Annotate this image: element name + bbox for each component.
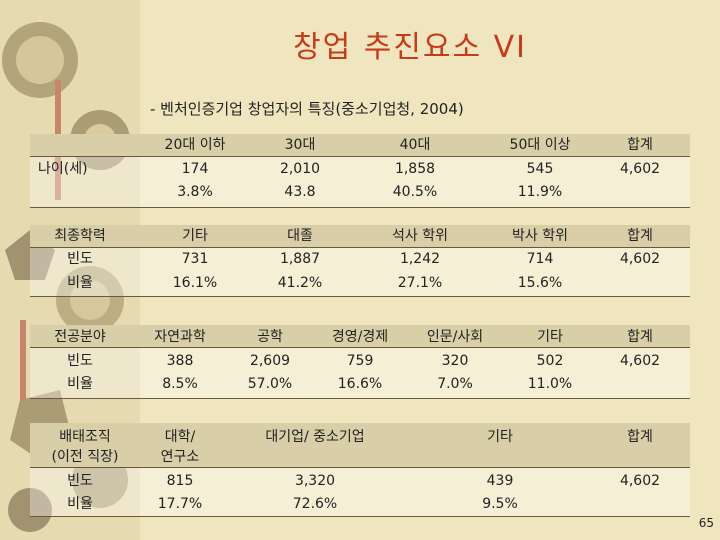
age-header: 40대 <box>399 137 431 153</box>
background-header: 대기업/ 중소기업 <box>265 429 365 445</box>
education-header: 합계 <box>627 228 653 244</box>
background-count: 3,320 <box>294 473 336 489</box>
major-ratio: 11.0% <box>527 376 573 392</box>
major-ratio: 57.0% <box>247 376 293 392</box>
age-ratio: 11.9% <box>517 184 563 200</box>
age-label: 나이(세) <box>38 161 88 177</box>
background-count: 439 <box>486 473 514 489</box>
background-label-sub: (이전 직장) <box>51 449 119 465</box>
major-header: 경영/경제 <box>331 329 389 345</box>
background-ratio: 72.6% <box>292 496 338 512</box>
major-ratio: 16.6% <box>337 376 383 392</box>
education-header-row <box>30 225 690 248</box>
slide-subtitle: - 벤처인증기업 창업자의 특징(중소기업청, 2004) <box>150 100 464 118</box>
age-header: 20대 이하 <box>164 137 226 153</box>
major-count: 759 <box>346 353 374 369</box>
education-ratio: 15.6% <box>517 275 563 291</box>
education-header: 기타 <box>182 228 208 244</box>
major-ratio: 8.5% <box>162 376 198 392</box>
background-ratio: 9.5% <box>482 496 518 512</box>
age-ratio: 3.8% <box>177 184 213 200</box>
age-header: 합계 <box>627 137 653 153</box>
age-header: 30대 <box>284 137 316 153</box>
age-count: 4,602 <box>619 161 661 177</box>
education-count: 731 <box>181 251 209 267</box>
age-count: 1,858 <box>394 161 436 177</box>
major-header: 인문/사회 <box>426 329 484 345</box>
education-count: 1,242 <box>399 251 441 267</box>
education-ratio: 16.1% <box>172 275 218 291</box>
education-ratio: 41.2% <box>277 275 323 291</box>
background-freq-label: 빈도 <box>67 473 93 489</box>
major-count: 502 <box>536 353 564 369</box>
page-number: 65 <box>698 516 714 530</box>
background-header: 기타 <box>487 429 513 445</box>
age-ratio: 40.5% <box>392 184 438 200</box>
major-header: 기타 <box>537 329 563 345</box>
age-count: 545 <box>526 161 554 177</box>
background-header: 대학/ <box>164 429 196 445</box>
major-count: 2,609 <box>249 353 291 369</box>
major-count: 388 <box>166 353 194 369</box>
slide-title: 창업 추진요소 VI <box>292 30 528 65</box>
education-header: 박사 학위 <box>512 228 568 244</box>
major-ratio-label: 비율 <box>67 376 93 392</box>
background-ratio-label: 비율 <box>67 496 93 512</box>
major-header-row <box>30 325 690 348</box>
background-header-sub: 연구소 <box>160 449 200 465</box>
education-header: 석사 학위 <box>392 228 448 244</box>
age-header: 50대 이상 <box>509 137 571 153</box>
education-count: 4,602 <box>619 251 661 267</box>
background-header: 합계 <box>627 429 653 445</box>
background-header-row <box>30 423 690 468</box>
background-label: 배태조직 <box>59 429 111 445</box>
education-count: 1,887 <box>279 251 321 267</box>
major-header: 합계 <box>627 329 653 345</box>
education-ratio: 27.1% <box>397 275 443 291</box>
major-count: 320 <box>441 353 469 369</box>
decorative-medals-image <box>0 0 140 540</box>
major-freq-label: 빈도 <box>67 353 93 369</box>
background-count: 4,602 <box>619 473 661 489</box>
age-count: 2,010 <box>279 161 321 177</box>
major-header: 공학 <box>257 329 283 345</box>
education-label: 최종학력 <box>54 228 106 244</box>
background-ratio: 17.7% <box>157 496 203 512</box>
major-label: 전공분야 <box>54 329 106 345</box>
background-count: 815 <box>166 473 194 489</box>
education-header: 대졸 <box>287 228 313 244</box>
education-ratio-label: 비율 <box>67 275 93 291</box>
education-count: 714 <box>526 251 554 267</box>
major-count: 4,602 <box>619 353 661 369</box>
education-freq-label: 빈도 <box>67 251 93 267</box>
major-header: 자연과학 <box>154 329 206 345</box>
age-ratio: 43.8 <box>284 184 316 200</box>
age-header-row <box>30 134 690 157</box>
age-count: 174 <box>181 161 209 177</box>
major-ratio: 7.0% <box>437 376 473 392</box>
